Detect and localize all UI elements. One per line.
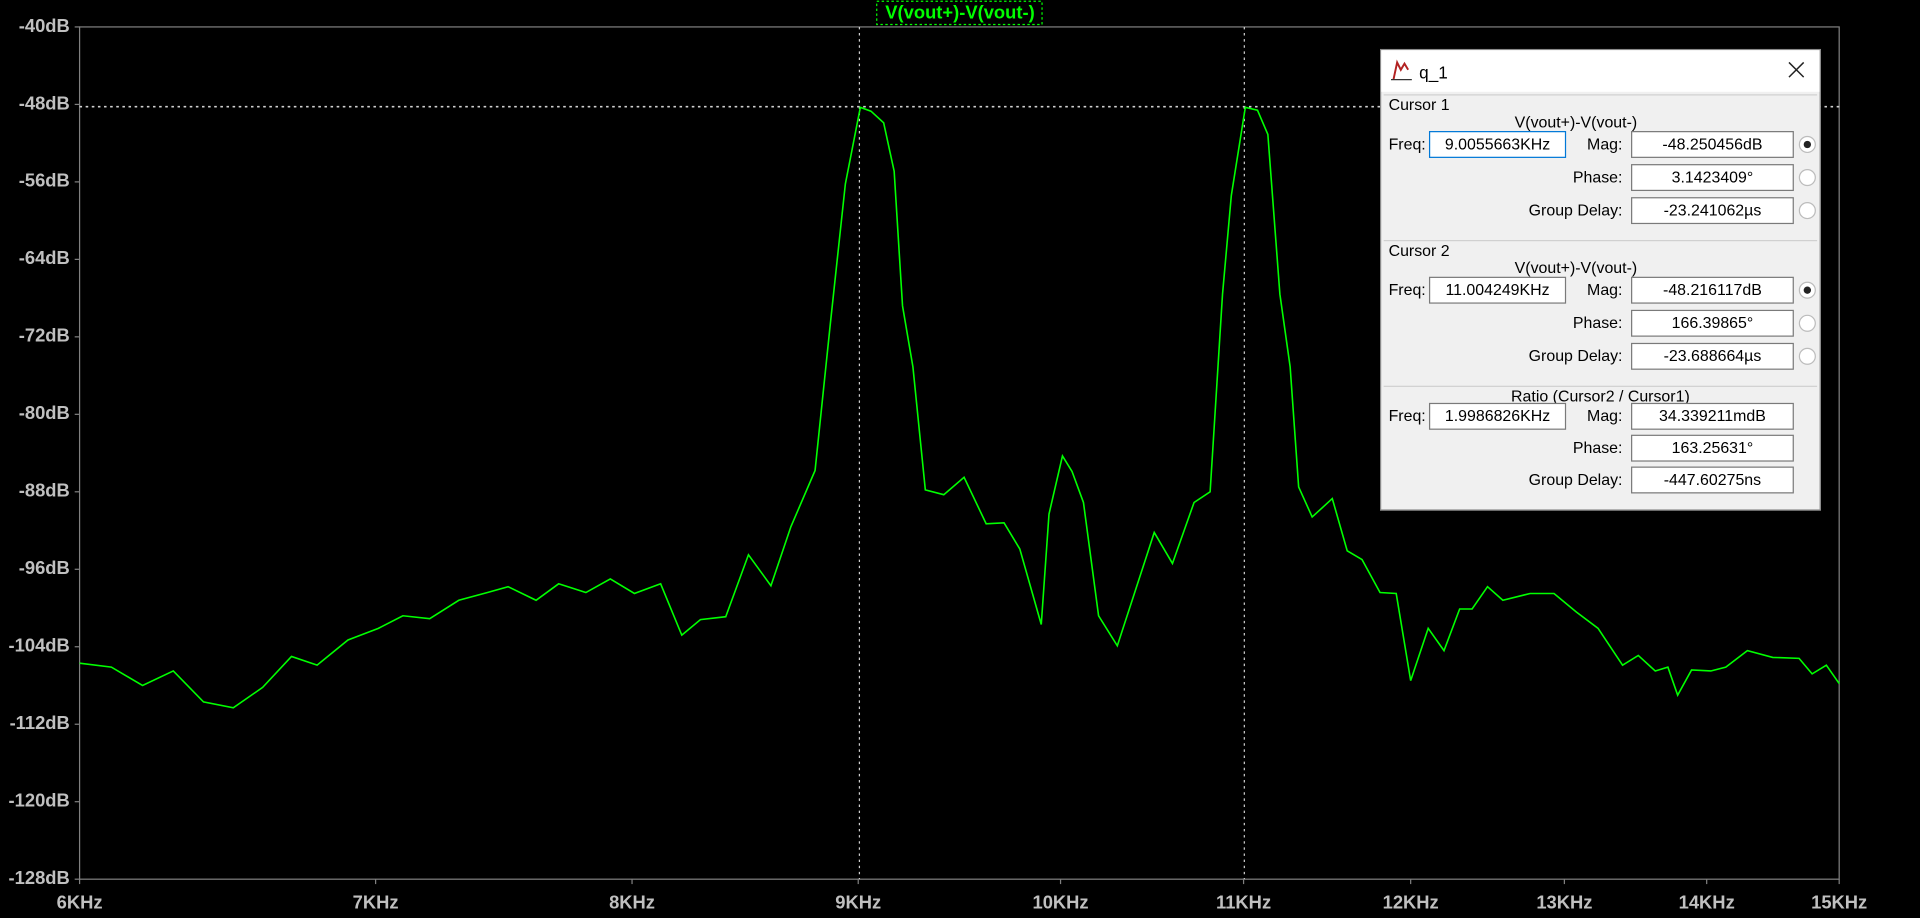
mag-label: Mag: — [1587, 280, 1623, 299]
freq-field[interactable]: 11.004249KHz — [1428, 276, 1567, 304]
separator — [1383, 240, 1818, 242]
x-tick-label: 14KHz — [1679, 892, 1735, 913]
y-tick-label: -128dB — [9, 867, 70, 888]
mag-field[interactable]: -48.216117dB — [1631, 276, 1794, 304]
group-delay-label: Group Delay: — [1528, 200, 1623, 220]
radio-button[interactable] — [1798, 314, 1816, 332]
group-delay-label: Group Delay: — [1528, 470, 1623, 489]
title-bar — [1381, 50, 1820, 92]
y-tick-label: -64dB — [19, 247, 70, 268]
separator — [1383, 94, 1818, 96]
freq-label: Freq: — [1388, 406, 1426, 425]
y-tick-label: -112dB — [10, 712, 70, 733]
x-tick-label: 8KHz — [609, 892, 655, 913]
mag-field[interactable]: 34.339211mdB — [1631, 402, 1794, 430]
group-delay-field[interactable]: -23.688664µs — [1631, 342, 1794, 370]
mag-field[interactable]: -48.250456dB — [1631, 131, 1794, 158]
trace-name: V(vout+)-V(vout-) — [1514, 258, 1638, 277]
radio-button[interactable] — [1798, 202, 1816, 220]
x-tick-label: 11KHz — [1216, 892, 1271, 913]
mag-label: Mag: — [1587, 406, 1623, 425]
mag-label: Mag: — [1587, 134, 1623, 154]
x-tick-label: 9KHz — [835, 892, 881, 913]
x-tick-label: 7KHz — [353, 892, 399, 913]
freq-field[interactable]: 9.0055663KHz — [1428, 131, 1567, 158]
separator — [1383, 385, 1818, 387]
y-tick-label: -96dB — [19, 557, 70, 578]
dialog-title: q_1 — [1419, 62, 1448, 83]
trace-label-box — [876, 0, 1043, 26]
radio-button[interactable] — [1798, 135, 1816, 154]
phase-label: Phase: — [1572, 167, 1623, 187]
group-delay-field[interactable]: -447.60275ns — [1631, 466, 1794, 494]
y-tick-label: -72dB — [19, 325, 70, 346]
phase-field[interactable]: 3.1423409° — [1631, 164, 1794, 192]
close-button[interactable] — [1788, 61, 1805, 78]
phase-field[interactable]: 166.39865° — [1631, 309, 1794, 337]
y-tick-label: -40dB — [19, 15, 70, 36]
plot-frame — [78, 26, 1840, 880]
radio-dot — [1803, 286, 1812, 294]
x-tick-label: 10KHz — [1032, 892, 1088, 913]
y-tick-label: -48dB — [19, 92, 70, 113]
x-tick-label: 6KHz — [57, 892, 103, 913]
radio-button[interactable] — [1798, 347, 1816, 365]
radio-dot — [1803, 140, 1812, 149]
y-tick-label: -88dB — [19, 480, 70, 501]
x-tick-label: 15KHz — [1811, 892, 1867, 913]
y-tick-label: -80dB — [19, 402, 70, 423]
y-tick-label: -104dB — [9, 635, 70, 656]
app-icon — [1391, 59, 1412, 81]
section-heading: Cursor 1 — [1388, 95, 1450, 114]
y-tick-label: -56dB — [19, 170, 70, 191]
phase-field[interactable]: 163.25631° — [1631, 434, 1794, 462]
trace-label[interactable]: V(vout+)-V(vout-) — [885, 1, 1034, 22]
section-heading: Cursor 2 — [1388, 241, 1450, 260]
freq-field[interactable]: 1.9986826KHz — [1428, 402, 1567, 430]
freq-label: Freq: — [1388, 280, 1426, 299]
cursor-dialog: q_1 Cursor 1 V(vout+)-V(vout-) Freq: 9.0055… — [1380, 48, 1821, 511]
x-tick-label: 12KHz — [1383, 892, 1439, 913]
x-tick-label: 13KHz — [1536, 892, 1592, 913]
trace-name: V(vout+)-V(vout-) — [1514, 112, 1638, 132]
trace — [79, 106, 1840, 709]
section-heading: Ratio (Cursor2 / Cursor1) — [1511, 386, 1690, 406]
phase-label: Phase: — [1572, 438, 1623, 457]
radio-button[interactable] — [1798, 281, 1816, 299]
radio-button[interactable] — [1798, 168, 1816, 187]
group-delay-field[interactable]: -23.241062µs — [1631, 197, 1794, 225]
freq-label: Freq: — [1388, 134, 1426, 154]
y-tick-label: -120dB — [9, 790, 70, 811]
group-delay-label: Group Delay: — [1528, 346, 1623, 365]
phase-label: Phase: — [1572, 313, 1623, 332]
